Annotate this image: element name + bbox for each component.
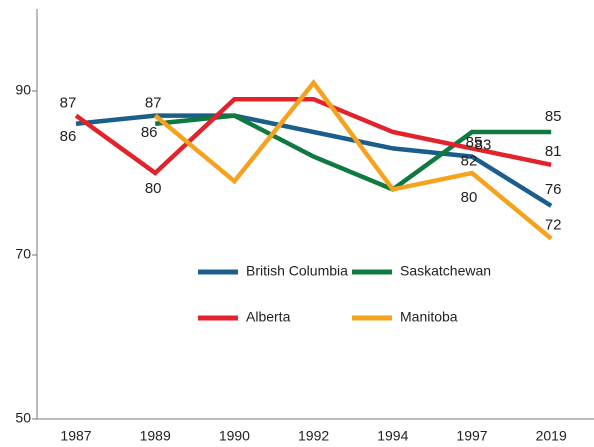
data-label: 83 <box>475 136 492 153</box>
data-label: 76 <box>545 181 562 198</box>
y-tick-label: 90 <box>15 82 31 98</box>
data-label: 85 <box>545 108 562 125</box>
legend-label: British Columbia <box>246 263 348 279</box>
series-line <box>74 96 552 176</box>
x-tick-label: 1992 <box>298 428 329 444</box>
legend-label: Saskatchewan <box>400 263 491 279</box>
data-label: 85 <box>466 134 483 151</box>
data-label: 72 <box>545 217 562 234</box>
y-tick-label: 50 <box>15 410 31 426</box>
data-label: 80 <box>461 189 478 206</box>
data-label: 86 <box>141 124 158 141</box>
x-tick-label: 1990 <box>219 428 250 444</box>
x-tick-label: 1987 <box>60 428 91 444</box>
legend-label: Manitoba <box>400 309 458 325</box>
data-label: 82 <box>461 153 478 170</box>
x-tick-label: 2019 <box>536 428 567 444</box>
data-label: 81 <box>545 143 562 160</box>
x-tick-label: 1994 <box>377 428 408 444</box>
series-line <box>154 113 552 192</box>
data-label: 80 <box>145 180 162 197</box>
data-label: 87 <box>60 95 77 112</box>
legend-label: Alberta <box>246 309 291 325</box>
series-line <box>153 79 553 241</box>
y-tick-label: 70 <box>15 246 31 262</box>
x-tick-label: 1989 <box>140 428 171 444</box>
data-label: 87 <box>145 95 162 112</box>
x-tick-label: 1997 <box>456 428 487 444</box>
data-label: 86 <box>60 128 77 145</box>
